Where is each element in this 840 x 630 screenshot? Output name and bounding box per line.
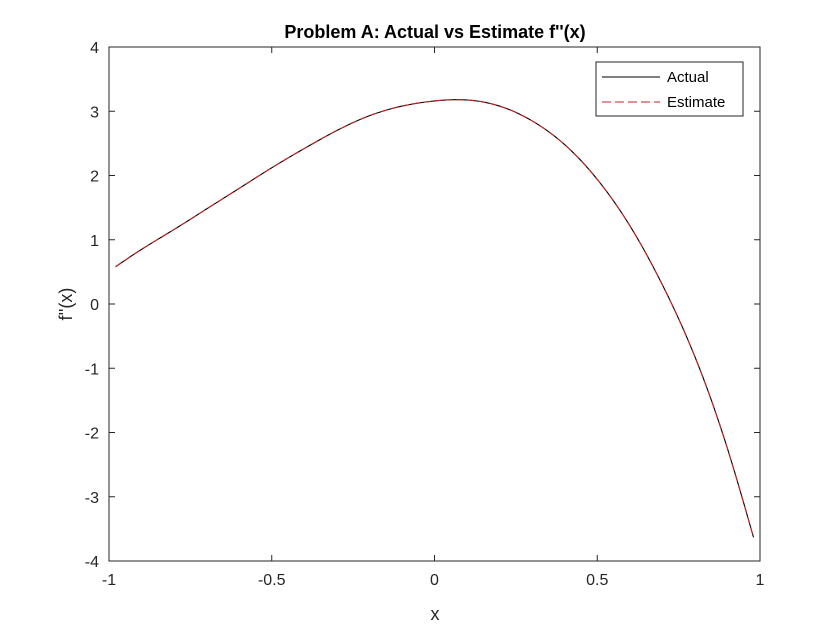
x-tick-label: -1 [102, 572, 116, 589]
y-tick-label: 4 [90, 40, 99, 57]
y-tick-label: 0 [90, 297, 99, 314]
series-line-estimate [115, 99, 755, 538]
series-layer [115, 99, 755, 538]
y-tick-label: -1 [85, 361, 99, 378]
x-tick-label: 0 [430, 572, 439, 589]
legend-box [595, 61, 744, 117]
y-tick-label: 3 [90, 104, 99, 121]
legend: Actual Estimate [595, 61, 744, 117]
x-axis-label: x [431, 604, 440, 624]
y-tick-label: 2 [90, 169, 99, 186]
y-axis-label: f''(x) [56, 288, 76, 321]
chart-title: Problem A: Actual vs Estimate f''(x) [284, 22, 585, 42]
y-tick-label: -2 [85, 426, 99, 443]
x-tick-label: 0.5 [586, 572, 608, 589]
legend-label-actual: Actual [667, 69, 709, 86]
y-tick-label: -4 [85, 554, 99, 571]
y-tick-label: 1 [90, 233, 99, 250]
y-tick-label: -3 [85, 490, 99, 507]
plot-background [109, 47, 760, 561]
x-tick-label: 1 [756, 572, 765, 589]
legend-label-estimate: Estimate [667, 94, 725, 111]
ticks-layer: -1 -0.5 0 0.5 1 -4 -3 -2 -1 0 1 2 3 4 [85, 40, 765, 589]
x-tick-label: -0.5 [258, 572, 286, 589]
